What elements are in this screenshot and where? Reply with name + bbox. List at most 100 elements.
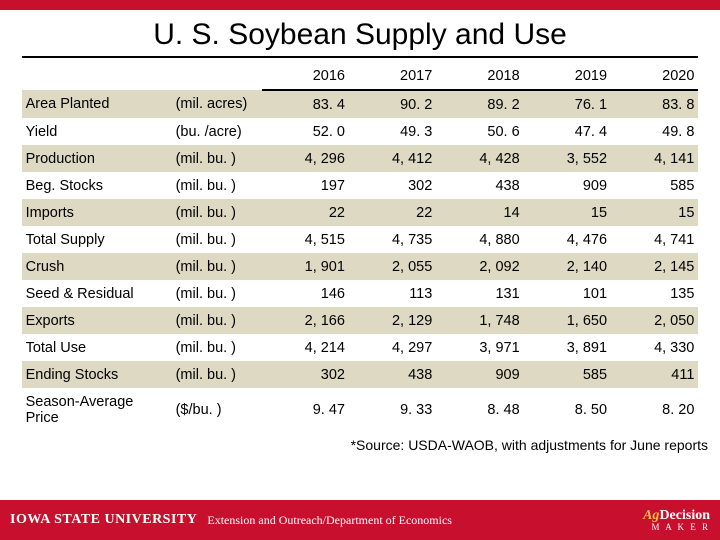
table-row: Yield(bu. /acre)52. 049. 350. 647. 449. … — [22, 118, 699, 145]
row-unit: (bu. /acre) — [172, 118, 262, 145]
table-row: Season-Average Price($/bu. )9. 479. 338.… — [22, 388, 699, 431]
table-row: Seed & Residual(mil. bu. )14611313110113… — [22, 280, 699, 307]
cell-value: 4, 296 — [262, 145, 349, 172]
cell-value: 15 — [524, 199, 611, 226]
row-unit: (mil. acres) — [172, 90, 262, 118]
cell-value: 15 — [611, 199, 698, 226]
cell-value: 2, 092 — [436, 253, 523, 280]
table-row: Production(mil. bu. )4, 2964, 4124, 4283… — [22, 145, 699, 172]
row-label: Total Use — [22, 334, 172, 361]
cell-value: 2, 129 — [349, 307, 436, 334]
cell-value: 49. 8 — [611, 118, 698, 145]
cell-value: 8. 20 — [611, 388, 698, 431]
row-label: Total Supply — [22, 226, 172, 253]
cell-value: 101 — [524, 280, 611, 307]
row-label: Imports — [22, 199, 172, 226]
row-label: Ending Stocks — [22, 361, 172, 388]
cell-value: 8. 48 — [436, 388, 523, 431]
table-row: Imports(mil. bu. )2222141515 — [22, 199, 699, 226]
row-unit: (mil. bu. ) — [172, 226, 262, 253]
cell-value: 83. 4 — [262, 90, 349, 118]
source-note: *Source: USDA-WAOB, with adjustments for… — [0, 431, 720, 453]
row-label: Crush — [22, 253, 172, 280]
cell-value: 909 — [436, 361, 523, 388]
header-blank-1 — [22, 62, 172, 90]
table-row: Ending Stocks(mil. bu. )302438909585411 — [22, 361, 699, 388]
cell-value: 2, 050 — [611, 307, 698, 334]
cell-value: 1, 650 — [524, 307, 611, 334]
row-label: Beg. Stocks — [22, 172, 172, 199]
cell-value: 411 — [611, 361, 698, 388]
isu-logo: IOWA STATE UNIVERSITY — [10, 512, 197, 528]
cell-value: 2, 055 — [349, 253, 436, 280]
row-label: Yield — [22, 118, 172, 145]
row-label: Seed & Residual — [22, 280, 172, 307]
cell-value: 113 — [349, 280, 436, 307]
cell-value: 22 — [349, 199, 436, 226]
page-title: U. S. Soybean Supply and Use — [0, 10, 720, 56]
row-label: Production — [22, 145, 172, 172]
header-year: 2018 — [436, 62, 523, 90]
cell-value: 9. 47 — [262, 388, 349, 431]
cell-value: 90. 2 — [349, 90, 436, 118]
cell-value: 3, 891 — [524, 334, 611, 361]
cell-value: 146 — [262, 280, 349, 307]
cell-value: 4, 297 — [349, 334, 436, 361]
row-unit: (mil. bu. ) — [172, 253, 262, 280]
row-unit: (mil. bu. ) — [172, 172, 262, 199]
header-blank-2 — [172, 62, 262, 90]
cell-value: 8. 50 — [524, 388, 611, 431]
cell-value: 4, 428 — [436, 145, 523, 172]
cell-value: 4, 330 — [611, 334, 698, 361]
cell-value: 4, 214 — [262, 334, 349, 361]
cell-value: 4, 412 — [349, 145, 436, 172]
table-header-row: 2016 2017 2018 2019 2020 — [22, 62, 699, 90]
maker-text: M A K E R — [643, 522, 710, 532]
footer-left: IOWA STATE UNIVERSITY Extension and Outr… — [10, 512, 452, 528]
title-underline — [22, 56, 699, 58]
cell-value: 4, 880 — [436, 226, 523, 253]
header-year: 2019 — [524, 62, 611, 90]
table-row: Crush(mil. bu. )1, 9012, 0552, 0922, 140… — [22, 253, 699, 280]
cell-value: 49. 3 — [349, 118, 436, 145]
cell-value: 197 — [262, 172, 349, 199]
footer-bar: IOWA STATE UNIVERSITY Extension and Outr… — [0, 500, 720, 540]
cell-value: 1, 901 — [262, 253, 349, 280]
cell-value: 4, 515 — [262, 226, 349, 253]
cell-value: 1, 748 — [436, 307, 523, 334]
cell-value: 585 — [611, 172, 698, 199]
header-year: 2016 — [262, 62, 349, 90]
row-unit: (mil. bu. ) — [172, 361, 262, 388]
cell-value: 4, 141 — [611, 145, 698, 172]
header-year: 2017 — [349, 62, 436, 90]
cell-value: 89. 2 — [436, 90, 523, 118]
row-unit: (mil. bu. ) — [172, 280, 262, 307]
cell-value: 438 — [436, 172, 523, 199]
row-unit: ($/bu. ) — [172, 388, 262, 431]
cell-value: 131 — [436, 280, 523, 307]
decision-text: Decision — [659, 508, 710, 523]
cell-value: 9. 33 — [349, 388, 436, 431]
ag-decision-maker-logo: AgDecision M A K E R — [643, 508, 710, 532]
cell-value: 4, 735 — [349, 226, 436, 253]
table-row: Total Supply(mil. bu. )4, 5154, 7354, 88… — [22, 226, 699, 253]
cell-value: 2, 166 — [262, 307, 349, 334]
cell-value: 83. 8 — [611, 90, 698, 118]
table-row: Total Use(mil. bu. )4, 2144, 2973, 9713,… — [22, 334, 699, 361]
cell-value: 4, 476 — [524, 226, 611, 253]
row-label: Season-Average Price — [22, 388, 172, 431]
cell-value: 2, 140 — [524, 253, 611, 280]
cell-value: 14 — [436, 199, 523, 226]
table-row: Beg. Stocks(mil. bu. )197302438909585 — [22, 172, 699, 199]
cell-value: 50. 6 — [436, 118, 523, 145]
cell-value: 135 — [611, 280, 698, 307]
row-unit: (mil. bu. ) — [172, 199, 262, 226]
cell-value: 302 — [262, 361, 349, 388]
row-unit: (mil. bu. ) — [172, 334, 262, 361]
table-row: Area Planted(mil. acres)83. 490. 289. 27… — [22, 90, 699, 118]
header-year: 2020 — [611, 62, 698, 90]
row-unit: (mil. bu. ) — [172, 145, 262, 172]
cell-value: 3, 552 — [524, 145, 611, 172]
row-label: Exports — [22, 307, 172, 334]
table-row: Exports(mil. bu. )2, 1662, 1291, 7481, 6… — [22, 307, 699, 334]
